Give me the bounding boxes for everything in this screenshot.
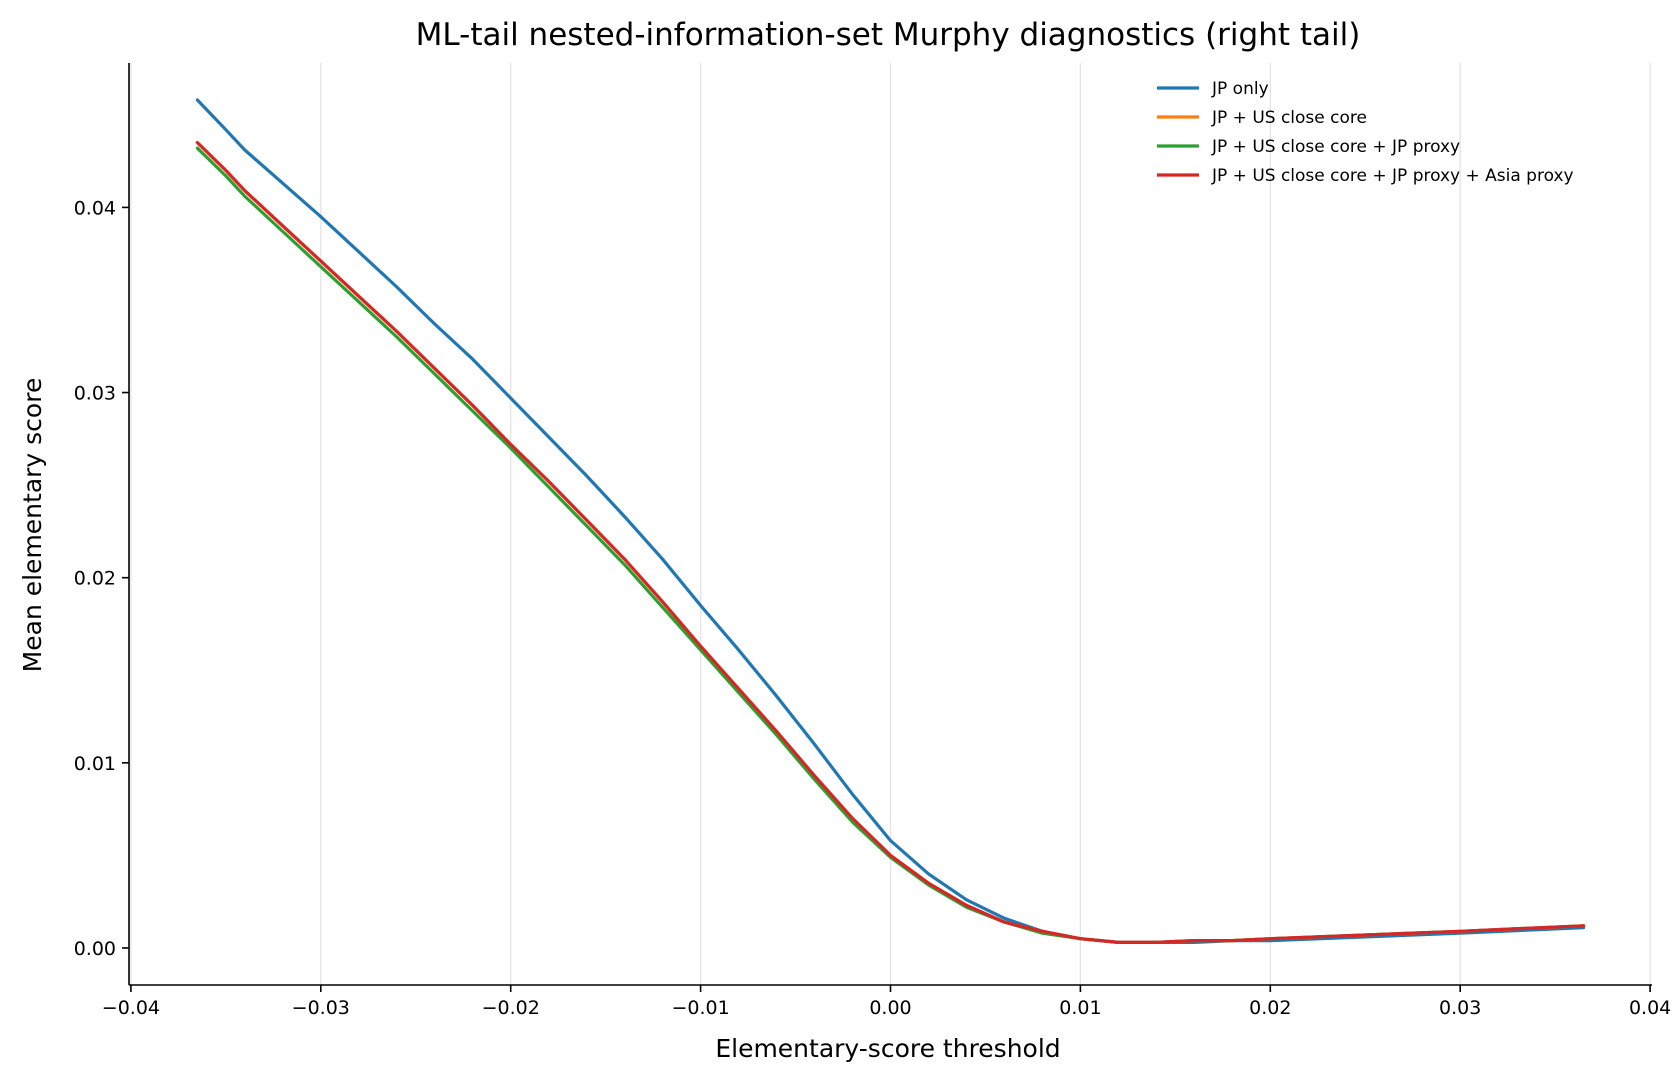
y-tick-label: 0.01 [74, 753, 116, 775]
x-tick-label: −0.04 [102, 997, 160, 1019]
x-tick-label: −0.01 [671, 997, 729, 1019]
legend-label-4: JP + US close core + JP proxy + Asia pro… [1211, 166, 1574, 186]
x-tick-label: −0.02 [482, 997, 540, 1019]
legend-label-1: JP only [1211, 79, 1269, 99]
chart-title: ML-tail nested-information-set Murphy di… [416, 17, 1361, 53]
y-tick-label: 0.02 [74, 568, 116, 590]
y-axis-label: Mean elementary score [18, 378, 47, 673]
x-tick-label: 0.01 [1059, 997, 1101, 1019]
y-tick-label: 0.00 [74, 938, 116, 960]
x-tick-label: 0.00 [869, 997, 911, 1019]
legend: JP only JP + US close core JP + US close c… [1157, 79, 1574, 186]
series-line-4 [195, 141, 1586, 945]
legend-label-3: JP + US close core + JP proxy [1211, 137, 1460, 157]
y-tick-label: 0.04 [74, 197, 116, 219]
y-tick-label: 0.03 [74, 383, 116, 405]
axes: −0.04 −0.03 −0.02 −0.01 0.00 0.01 0.02 0.03 0.04… [74, 63, 1671, 1019]
series-lines [195, 98, 1586, 945]
legend-label-2: JP + US close core [1211, 108, 1367, 128]
x-axis-label: Elementary-score threshold [715, 1034, 1060, 1063]
x-tick-label: 0.03 [1439, 997, 1481, 1019]
x-tick-label: 0.04 [1629, 997, 1671, 1019]
x-tick-label: −0.03 [292, 997, 350, 1019]
x-tick-label: 0.02 [1249, 997, 1291, 1019]
